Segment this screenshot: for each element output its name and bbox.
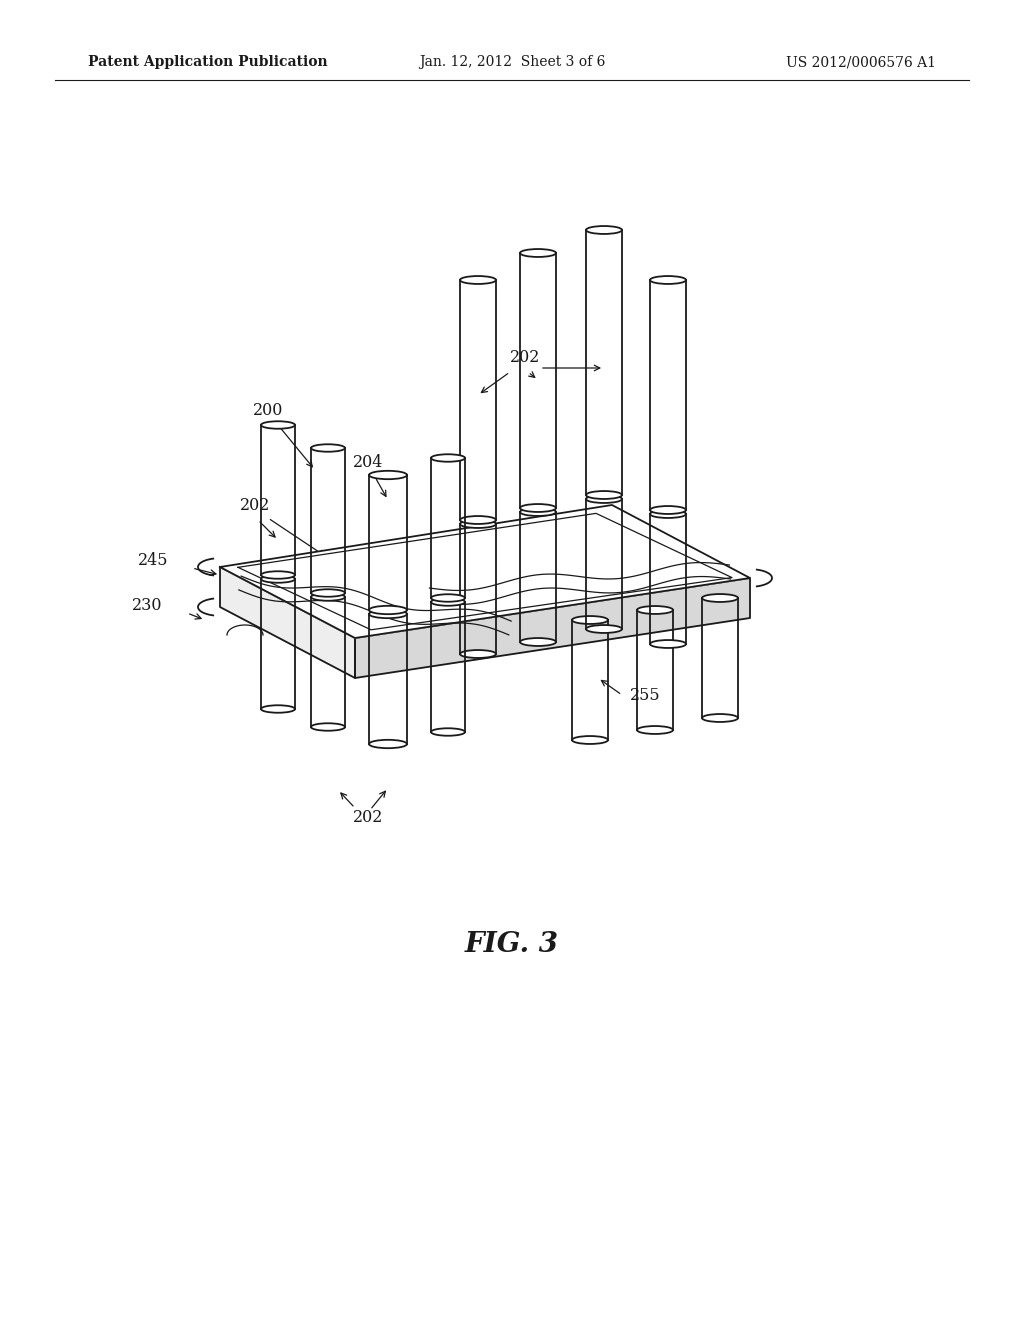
Ellipse shape (311, 593, 345, 601)
Text: 255: 255 (630, 686, 660, 704)
Ellipse shape (431, 729, 465, 735)
Polygon shape (220, 568, 355, 678)
Ellipse shape (520, 508, 556, 516)
Ellipse shape (261, 572, 295, 578)
Ellipse shape (460, 516, 496, 524)
Ellipse shape (520, 249, 556, 257)
Ellipse shape (369, 610, 407, 618)
Text: 230: 230 (131, 597, 162, 614)
Ellipse shape (572, 737, 608, 744)
Ellipse shape (261, 576, 295, 582)
Ellipse shape (650, 276, 686, 284)
Ellipse shape (520, 504, 556, 512)
Ellipse shape (637, 606, 673, 614)
Text: 202: 202 (240, 498, 270, 513)
Ellipse shape (586, 495, 622, 503)
Text: 202: 202 (510, 348, 541, 366)
Ellipse shape (431, 598, 465, 606)
Ellipse shape (311, 445, 345, 451)
Polygon shape (355, 578, 750, 678)
Ellipse shape (586, 491, 622, 499)
Ellipse shape (650, 640, 686, 648)
Ellipse shape (431, 454, 465, 462)
Ellipse shape (369, 739, 407, 748)
Text: 245: 245 (137, 552, 168, 569)
Ellipse shape (369, 606, 407, 614)
Ellipse shape (586, 626, 622, 634)
Ellipse shape (460, 520, 496, 528)
Ellipse shape (702, 714, 738, 722)
Ellipse shape (650, 506, 686, 513)
Text: 204: 204 (353, 454, 383, 471)
Ellipse shape (431, 594, 465, 602)
Ellipse shape (369, 471, 407, 479)
Text: 200: 200 (253, 403, 284, 418)
Text: FIG. 3: FIG. 3 (465, 932, 559, 958)
Polygon shape (220, 506, 750, 638)
Text: Jan. 12, 2012  Sheet 3 of 6: Jan. 12, 2012 Sheet 3 of 6 (419, 55, 605, 69)
Ellipse shape (261, 421, 295, 429)
Ellipse shape (586, 226, 622, 234)
Ellipse shape (311, 589, 345, 597)
Ellipse shape (702, 594, 738, 602)
Text: 202: 202 (353, 809, 383, 826)
Ellipse shape (637, 726, 673, 734)
Text: US 2012/0006576 A1: US 2012/0006576 A1 (786, 55, 936, 69)
Ellipse shape (460, 276, 496, 284)
Ellipse shape (460, 649, 496, 657)
Ellipse shape (261, 705, 295, 713)
Text: Patent Application Publication: Patent Application Publication (88, 55, 328, 69)
Ellipse shape (520, 638, 556, 645)
Ellipse shape (311, 723, 345, 731)
Ellipse shape (650, 510, 686, 517)
Ellipse shape (572, 616, 608, 624)
